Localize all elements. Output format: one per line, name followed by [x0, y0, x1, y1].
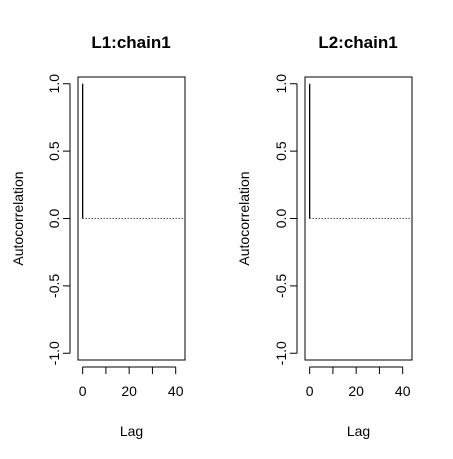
x-tick-label: 0	[79, 383, 87, 399]
y-tick-label: 1.0	[273, 74, 289, 94]
y-tick-label: 0.5	[273, 141, 289, 161]
chart-title: L2:chain1	[318, 33, 397, 52]
x-tick-label: 20	[121, 383, 137, 399]
y-tick-label: -0.5	[273, 274, 289, 298]
acf-panel-1: L1:chain1 -1.0 -0.5 0.0 0.5 1.0 0 20 40 Lag Autoco…	[10, 33, 186, 439]
y-tick-label: -0.5	[46, 274, 62, 298]
y-axis-label: Autocorrelation	[236, 171, 252, 265]
x-axis-label: Lag	[120, 423, 143, 439]
acf-panel-2: L2:chain1 -1.0 -0.5 0.0 0.5 1.0 0 20 40 Lag Autoco…	[236, 33, 413, 439]
plot-frame	[304, 76, 413, 361]
x-tick-label: 40	[168, 383, 184, 399]
y-tick-label: 0.0	[273, 209, 289, 229]
chart-title: L1:chain1	[91, 33, 170, 52]
y-tick-label: 1.0	[46, 74, 62, 94]
x-axis-label: Lag	[347, 423, 370, 439]
y-axis-label: Autocorrelation	[10, 171, 26, 265]
x-tick-label: 40	[395, 383, 411, 399]
x-tick-label: 0	[306, 383, 314, 399]
y-tick-label: -1.0	[46, 341, 62, 365]
y-tick-label: 0.5	[46, 141, 62, 161]
x-tick-label: 20	[348, 383, 364, 399]
plot-frame	[77, 76, 186, 361]
y-tick-label: 0.0	[46, 209, 62, 229]
y-tick-label: -1.0	[273, 341, 289, 365]
